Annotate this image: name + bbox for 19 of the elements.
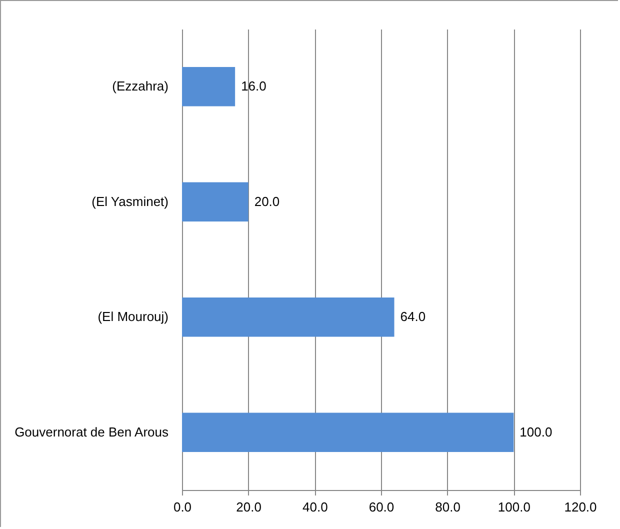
y-tick-label: Gouvernorat de Ben Arous <box>14 424 169 440</box>
bar <box>182 182 248 222</box>
x-tick-label: 60.0 <box>368 500 394 514</box>
bar <box>182 298 394 337</box>
y-tick-label: (El Mourouj) <box>98 309 168 324</box>
x-tick-label: 80.0 <box>435 500 460 514</box>
bar <box>182 412 514 452</box>
x-tick-label: 20.0 <box>236 500 262 514</box>
data-label: 20.0 <box>254 194 280 209</box>
bar <box>182 67 236 106</box>
x-tick-label: 0.0 <box>173 500 192 514</box>
y-tick-label: (El Yasminet) <box>92 194 168 209</box>
data-label: 16.0 <box>241 78 266 94</box>
x-tick-label: 120.0 <box>564 500 597 514</box>
x-tick-label: 40.0 <box>302 500 328 514</box>
data-label: 100.0 <box>520 424 552 440</box>
data-label: 64.0 <box>400 309 426 324</box>
y-tick-label: (Ezzahra) <box>112 78 168 94</box>
x-tick-label: 100.0 <box>498 500 530 514</box>
